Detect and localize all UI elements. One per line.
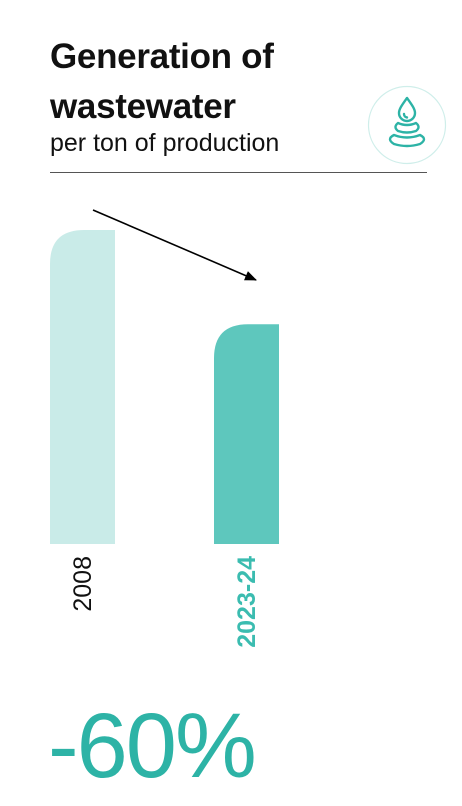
bar-2008: [50, 230, 115, 544]
percent-change-value: -60%: [48, 695, 257, 797]
title-divider: [50, 172, 427, 173]
chart-title: Generation of wastewater: [50, 37, 274, 126]
category-label-2023-24: 2023-24: [233, 556, 261, 648]
trend-arrow: [92, 209, 257, 281]
water-drop-stack-icon: [367, 85, 447, 165]
chart-subtitle: per ton of production: [50, 129, 280, 157]
category-label-2008: 2008: [69, 556, 97, 612]
bar-2023-24: [214, 324, 279, 544]
